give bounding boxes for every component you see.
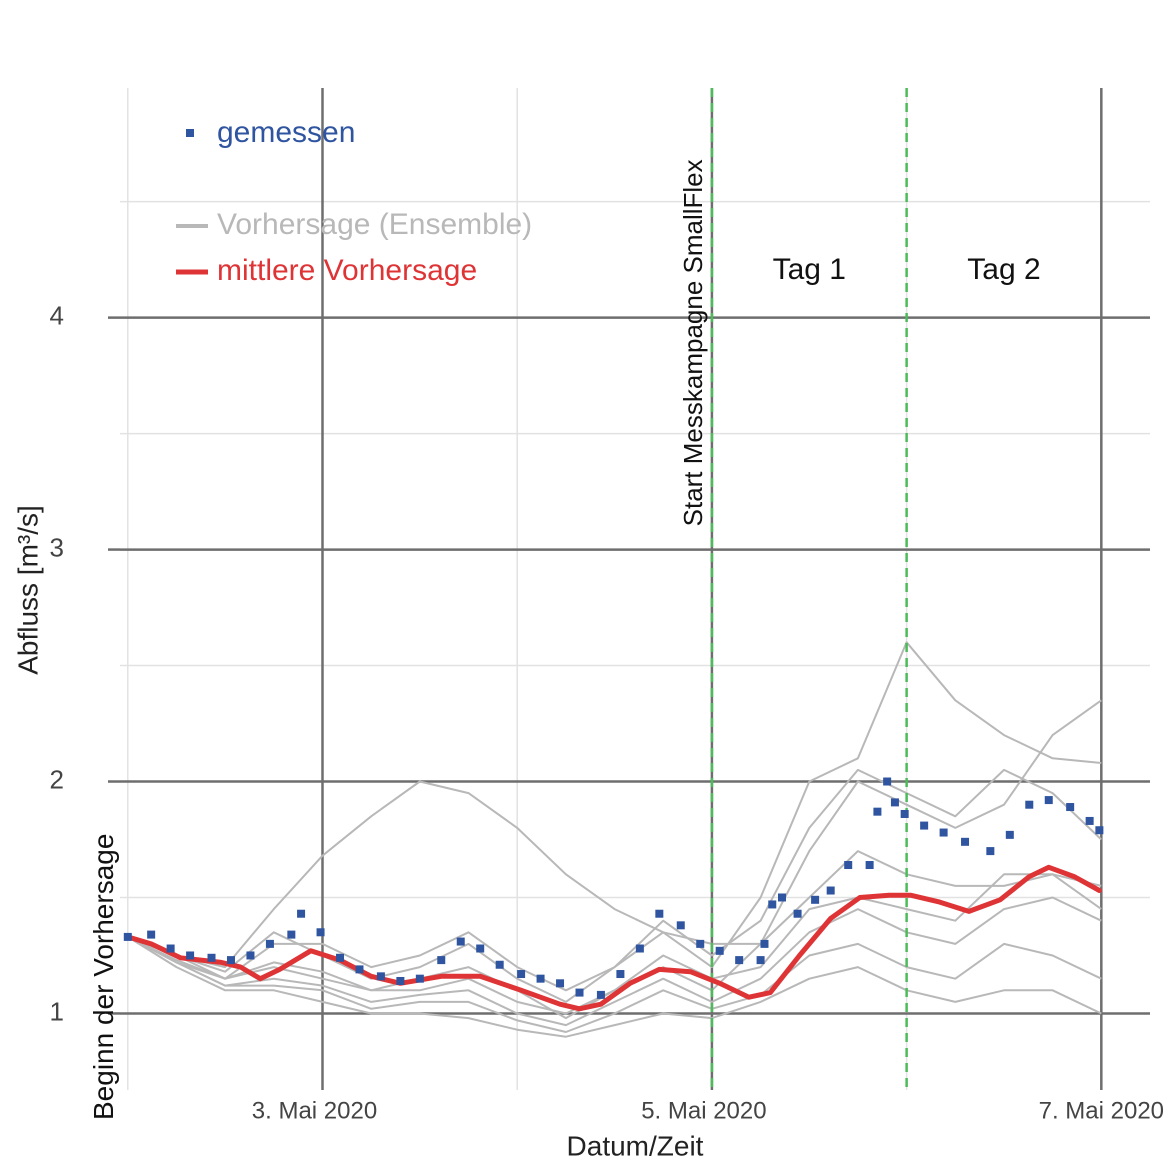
- measured-point: [826, 886, 835, 895]
- measured-point: [1066, 803, 1075, 812]
- measured-point: [1005, 830, 1014, 839]
- x-axis-label: Datum/Zeit: [567, 1130, 704, 1161]
- y-tick-label: 1: [50, 996, 64, 1026]
- legend-label: gemessen: [217, 116, 355, 149]
- measured-point: [226, 956, 235, 965]
- y-tick-label: 2: [50, 764, 64, 794]
- measured-point: [246, 951, 255, 960]
- measured-point: [1085, 816, 1094, 825]
- measured-point: [336, 953, 345, 962]
- measured-point: [437, 956, 446, 965]
- measured-point: [1095, 826, 1104, 835]
- y-tick-label: 4: [50, 301, 64, 331]
- measured-point: [1044, 796, 1053, 805]
- ensemble-line: [127, 896, 1102, 1027]
- measured-point: [890, 798, 899, 807]
- legend-marker: [186, 129, 194, 137]
- annotation: Start Messkampagne SmallFlex: [678, 159, 708, 526]
- ensemble-line: [127, 936, 1102, 1038]
- measured-point: [517, 970, 526, 979]
- measured-point: [495, 960, 504, 969]
- measured-point: [297, 909, 306, 918]
- measured-point: [883, 777, 892, 786]
- measured-point: [355, 965, 364, 974]
- measured-point: [456, 937, 465, 946]
- y-tick-label: 3: [50, 532, 64, 562]
- measured-point: [655, 909, 664, 918]
- legend-label: Vorhersage (Ensemble): [217, 208, 532, 241]
- measured-point: [756, 956, 765, 965]
- measured-point: [596, 990, 605, 999]
- x-tick-label: 5. Mai 2020: [641, 1097, 766, 1124]
- measured-point: [939, 828, 948, 837]
- measured-point: [920, 821, 929, 830]
- measured-point: [396, 976, 405, 985]
- annotation: Tag 1: [773, 253, 846, 286]
- measured-point: [556, 979, 565, 988]
- measured-point: [635, 944, 644, 953]
- measured-point: [873, 807, 882, 816]
- measured-point: [793, 909, 802, 918]
- measured-point: [207, 953, 216, 962]
- measured-point: [476, 944, 485, 953]
- ensemble-line: [127, 780, 1102, 969]
- x-tick-label: 7. Mai 2020: [1039, 1097, 1164, 1124]
- y-axis-label: Abfluss [m³/s]: [12, 505, 43, 675]
- measured-point: [147, 930, 156, 939]
- measured-point: [715, 946, 724, 955]
- measured-point: [676, 921, 685, 930]
- legend-label: mittlere Vorhersage: [217, 254, 477, 287]
- measured-point: [865, 861, 874, 870]
- measured-point: [536, 974, 545, 983]
- measured-point: [415, 974, 424, 983]
- measured-point: [616, 970, 625, 979]
- measured-point: [186, 951, 195, 960]
- measured-point: [760, 939, 769, 948]
- measured-point: [900, 809, 909, 818]
- measured-point: [575, 988, 584, 997]
- measured-point: [166, 944, 175, 953]
- measured-point: [287, 930, 296, 939]
- mean-line: [125, 864, 1102, 1012]
- measured-point: [123, 932, 132, 941]
- measured-point: [1025, 800, 1034, 809]
- measured-point: [768, 900, 777, 909]
- ensemble-line: [127, 768, 1102, 1003]
- measured-point: [265, 939, 274, 948]
- measured-point: [844, 861, 853, 870]
- measured-point: [376, 972, 385, 981]
- x-tick-label: 3. Mai 2020: [252, 1097, 377, 1124]
- measured-point: [696, 939, 705, 948]
- annotation: Beginn der Vorhersage: [88, 834, 119, 1120]
- ensemble-line: [127, 936, 1102, 1033]
- measured-point: [735, 956, 744, 965]
- measured-point: [986, 847, 995, 856]
- measured-point: [811, 895, 820, 904]
- annotation: Tag 2: [967, 253, 1040, 286]
- measured-point: [778, 893, 787, 902]
- measured-point: [961, 837, 970, 846]
- measured-point: [316, 928, 325, 937]
